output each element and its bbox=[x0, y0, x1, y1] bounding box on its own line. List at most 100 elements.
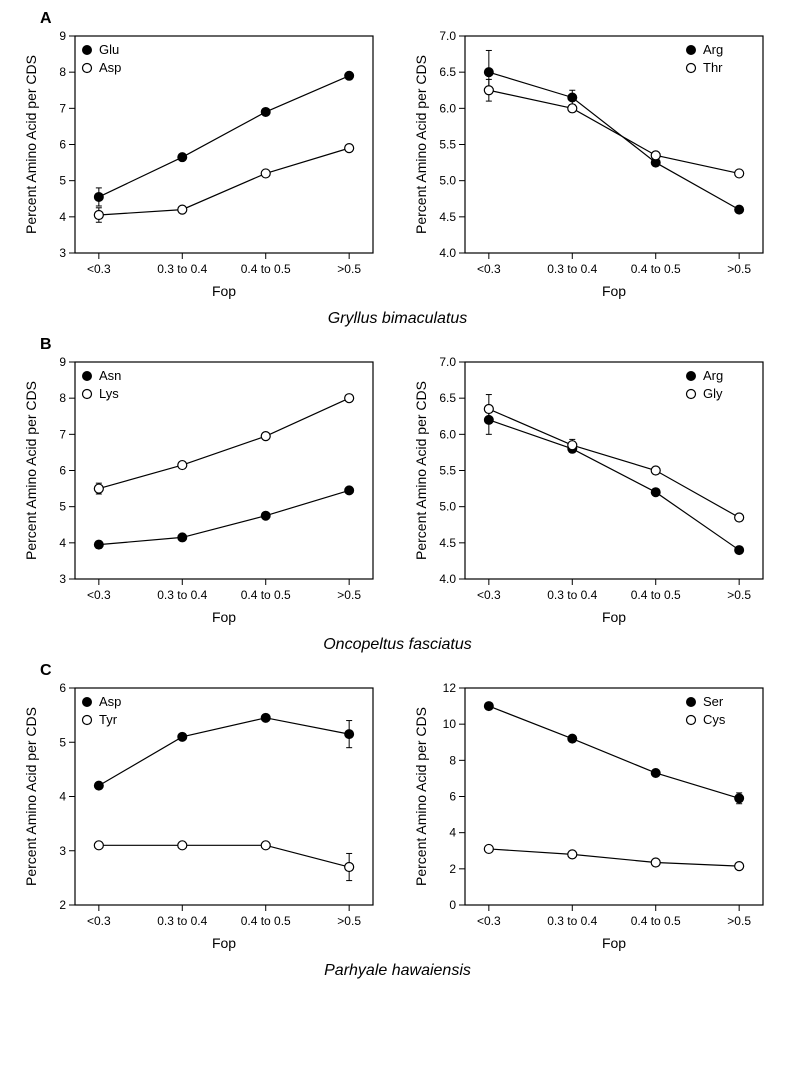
ytick-label: 4.5 bbox=[439, 210, 456, 224]
species-name: Gryllus bimaculatus bbox=[20, 310, 775, 328]
series-line bbox=[99, 76, 349, 197]
legend-label: Glu bbox=[99, 42, 119, 57]
data-marker bbox=[261, 713, 270, 722]
ytick-label: 6.0 bbox=[439, 427, 456, 441]
xtick-label: 0.4 to 0.5 bbox=[631, 588, 681, 602]
data-marker bbox=[651, 151, 660, 160]
legend-label: Thr bbox=[703, 60, 723, 75]
data-marker bbox=[345, 486, 354, 495]
data-marker bbox=[568, 441, 577, 450]
data-marker bbox=[484, 405, 493, 414]
chart-svg: 4.04.55.05.56.06.57.0<0.30.3 to 0.40.4 t… bbox=[410, 18, 775, 308]
legend-label: Lys bbox=[99, 386, 119, 401]
ytick-label: 6 bbox=[59, 138, 66, 152]
xtick-label: >0.5 bbox=[337, 914, 361, 928]
panel-row: C23456<0.30.3 to 0.40.4 to 0.5>0.5FopPer… bbox=[20, 662, 775, 980]
data-marker bbox=[94, 192, 103, 201]
legend-marker bbox=[83, 716, 92, 725]
ytick-label: 4 bbox=[449, 826, 456, 840]
ytick-label: 9 bbox=[59, 29, 66, 43]
charts-pair: 23456<0.30.3 to 0.40.4 to 0.5>0.5FopPerc… bbox=[20, 670, 775, 960]
xtick-label: >0.5 bbox=[337, 588, 361, 602]
data-marker bbox=[345, 144, 354, 153]
legend-marker bbox=[687, 372, 696, 381]
x-axis-title: Fop bbox=[212, 609, 236, 625]
xtick-label: 0.4 to 0.5 bbox=[631, 914, 681, 928]
xtick-label: 0.4 to 0.5 bbox=[241, 588, 291, 602]
legend-marker bbox=[687, 390, 696, 399]
chart-svg: 024681012<0.30.3 to 0.40.4 to 0.5>0.5Fop… bbox=[410, 670, 775, 960]
ytick-label: 4 bbox=[59, 790, 66, 804]
ytick-label: 2 bbox=[449, 862, 456, 876]
y-axis-title: Percent Amino Acid per CDS bbox=[413, 381, 429, 560]
data-marker bbox=[735, 794, 744, 803]
legend-marker bbox=[687, 64, 696, 73]
ytick-label: 6 bbox=[59, 464, 66, 478]
xtick-label: 0.3 to 0.4 bbox=[157, 914, 207, 928]
xtick-label: >0.5 bbox=[337, 262, 361, 276]
ytick-label: 3 bbox=[59, 572, 66, 586]
xtick-label: 0.3 to 0.4 bbox=[157, 262, 207, 276]
data-marker bbox=[735, 513, 744, 522]
ytick-label: 7 bbox=[59, 427, 66, 441]
series-line bbox=[99, 490, 349, 544]
legend-marker bbox=[83, 46, 92, 55]
xtick-label: >0.5 bbox=[727, 588, 751, 602]
ytick-label: 6 bbox=[59, 681, 66, 695]
legend-label: Gly bbox=[703, 386, 723, 401]
series-line bbox=[99, 845, 349, 867]
data-marker bbox=[651, 488, 660, 497]
x-axis-title: Fop bbox=[212, 935, 236, 951]
species-name: Oncopeltus fasciatus bbox=[20, 636, 775, 654]
ytick-label: 5 bbox=[59, 500, 66, 514]
data-marker bbox=[484, 844, 493, 853]
data-marker bbox=[345, 730, 354, 739]
data-marker bbox=[735, 205, 744, 214]
data-marker bbox=[178, 732, 187, 741]
data-marker bbox=[345, 71, 354, 80]
series-line bbox=[489, 706, 739, 798]
legend-label: Ser bbox=[703, 694, 724, 709]
chart-svg: 3456789<0.30.3 to 0.40.4 to 0.5>0.5FopPe… bbox=[20, 344, 385, 634]
series-line bbox=[489, 420, 739, 550]
legend-marker bbox=[83, 698, 92, 707]
chart-right: 4.04.55.05.56.06.57.0<0.30.3 to 0.40.4 t… bbox=[410, 18, 775, 308]
xtick-label: 0.3 to 0.4 bbox=[157, 588, 207, 602]
chart-svg: 3456789<0.30.3 to 0.40.4 to 0.5>0.5FopPe… bbox=[20, 18, 385, 308]
xtick-label: >0.5 bbox=[727, 914, 751, 928]
legend-label: Tyr bbox=[99, 712, 118, 727]
data-marker bbox=[178, 461, 187, 470]
xtick-label: <0.3 bbox=[87, 914, 111, 928]
data-marker bbox=[651, 768, 660, 777]
ytick-label: 5 bbox=[59, 735, 66, 749]
ytick-label: 5 bbox=[59, 174, 66, 188]
ytick-label: 4.0 bbox=[439, 572, 456, 586]
x-axis-title: Fop bbox=[602, 609, 626, 625]
ytick-label: 10 bbox=[443, 717, 457, 731]
ytick-label: 8 bbox=[449, 753, 456, 767]
xtick-label: 0.3 to 0.4 bbox=[547, 588, 597, 602]
y-axis-title: Percent Amino Acid per CDS bbox=[413, 707, 429, 886]
data-marker bbox=[568, 850, 577, 859]
data-marker bbox=[651, 858, 660, 867]
legend-marker bbox=[687, 716, 696, 725]
data-marker bbox=[568, 104, 577, 113]
xtick-label: 0.4 to 0.5 bbox=[631, 262, 681, 276]
xtick-label: <0.3 bbox=[477, 262, 501, 276]
data-marker bbox=[261, 169, 270, 178]
data-marker bbox=[261, 511, 270, 520]
data-marker bbox=[484, 702, 493, 711]
ytick-label: 2 bbox=[59, 898, 66, 912]
ytick-label: 8 bbox=[59, 391, 66, 405]
data-marker bbox=[261, 107, 270, 116]
data-marker bbox=[94, 540, 103, 549]
series-line bbox=[99, 398, 349, 488]
data-marker bbox=[261, 432, 270, 441]
chart-right: 4.04.55.05.56.06.57.0<0.30.3 to 0.40.4 t… bbox=[410, 344, 775, 634]
legend-marker bbox=[687, 698, 696, 707]
legend-label: Asn bbox=[99, 368, 121, 383]
series-line bbox=[99, 148, 349, 215]
x-axis-title: Fop bbox=[602, 283, 626, 299]
y-axis-title: Percent Amino Acid per CDS bbox=[23, 707, 39, 886]
chart-left: 3456789<0.30.3 to 0.40.4 to 0.5>0.5FopPe… bbox=[20, 18, 385, 308]
